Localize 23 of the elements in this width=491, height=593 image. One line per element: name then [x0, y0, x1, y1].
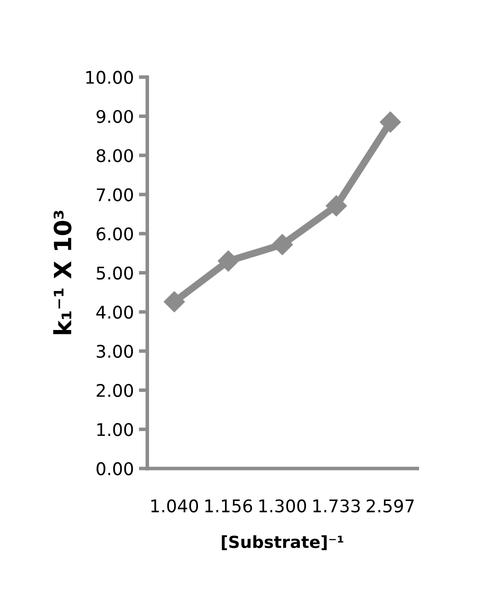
point [218, 250, 239, 272]
y-tick-label: 6.00 [96, 227, 133, 240]
y-axis-title: k₁⁻¹ X 10³ [53, 210, 72, 334]
x-axis-title: [Substrate]⁻¹ [222, 535, 344, 550]
point [272, 234, 293, 256]
x-tick-label: 1.040 [151, 499, 198, 512]
x-tick-label: 1.733 [313, 499, 360, 512]
point [380, 112, 401, 133]
y-tick-label: 10.00 [86, 70, 133, 84]
y-tick-label: 7.00 [96, 188, 133, 202]
y-tick-label: 9.00 [96, 110, 133, 124]
point [326, 195, 347, 216]
x-tick-label: 1.300 [259, 499, 306, 512]
y-tick-label: 3.00 [96, 344, 133, 358]
x-tick-label: 1.156 [205, 499, 252, 512]
x-tick-label: 2.597 [366, 499, 414, 512]
y-tick-label: 4.00 [96, 306, 133, 319]
y-tick-label: 0.00 [96, 462, 133, 476]
y-tick-label: 2.00 [96, 384, 133, 398]
y-tick-label: 1.00 [97, 423, 133, 436]
y-tick-label: 5.00 [96, 266, 133, 280]
point [164, 291, 185, 312]
y-tick-label: 8.00 [96, 149, 133, 162]
